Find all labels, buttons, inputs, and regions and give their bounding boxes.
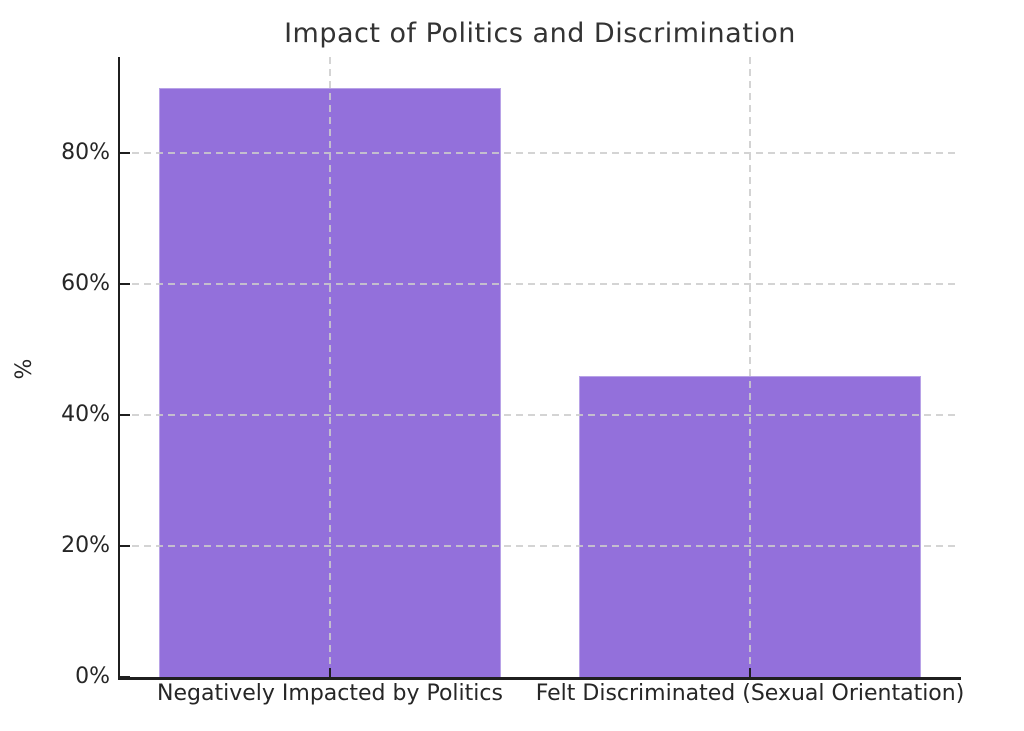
gridline-v <box>329 57 331 677</box>
gridline-h <box>120 152 960 155</box>
y-axis-label: % <box>12 358 37 380</box>
y-tick-label: 0% <box>75 664 110 689</box>
x-tick <box>748 668 752 677</box>
chart-title: Impact of Politics and Discrimination <box>284 18 796 49</box>
y-axis-spine <box>117 57 120 679</box>
y-tick <box>120 544 130 548</box>
ticks-layer <box>120 57 960 679</box>
plot-area <box>120 57 960 679</box>
gridline-v <box>749 57 751 677</box>
y-tick-label: 20% <box>61 533 110 559</box>
y-tick-label: 40% <box>61 402 110 428</box>
gridline-h <box>120 414 960 417</box>
y-tick <box>120 151 130 155</box>
gridline-h <box>120 545 960 548</box>
grid-layer <box>120 57 960 677</box>
y-tick <box>120 413 130 417</box>
x-axis-spine <box>117 676 961 680</box>
y-tick <box>120 282 130 286</box>
x-tick <box>328 668 332 677</box>
y-tick-label: 80% <box>61 140 110 166</box>
gridline-h <box>120 283 960 286</box>
x-tick-label: Felt Discriminated (Sexual Orientation) <box>535 681 965 706</box>
x-tick-label: Negatively Impacted by Politics <box>157 681 503 706</box>
y-tick-label: 60% <box>61 271 110 297</box>
